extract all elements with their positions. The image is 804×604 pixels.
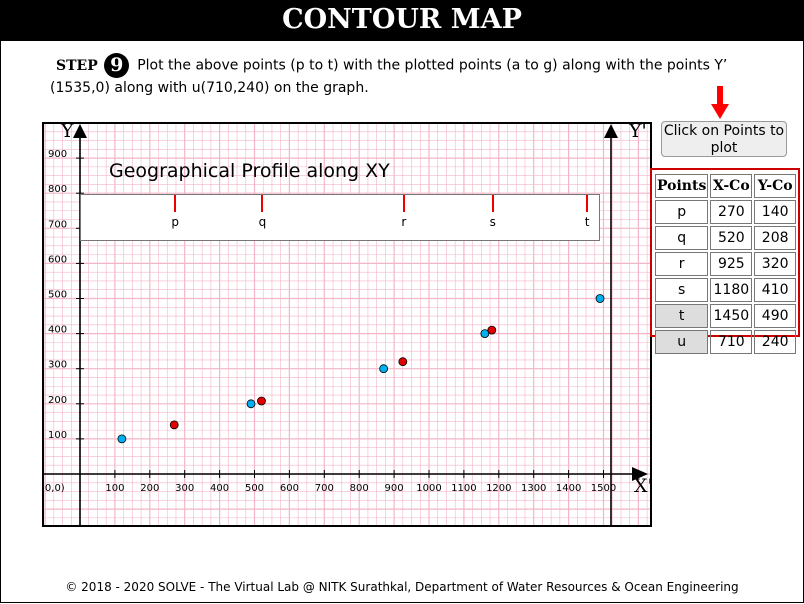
profile-strip: p q r s t <box>80 194 600 241</box>
profile-marker-label: s <box>489 215 496 229</box>
x-coordinate: 270 <box>710 200 753 224</box>
graph-panel[interactable]: 100 200 300 400 500 600 700 800 900 1000 1100 1200 1… <box>42 122 652 527</box>
y-coordinate: 320 <box>754 252 796 276</box>
x-axis-arrow-icon <box>632 467 648 481</box>
point-name: t <box>655 304 709 328</box>
page-title: CONTOUR MAP <box>0 0 804 41</box>
table-row[interactable]: r 925 320 <box>655 252 796 276</box>
x-tick-label: 1500 <box>591 483 616 494</box>
y-tick-label: 200 <box>48 395 67 406</box>
y-axis-label: Y <box>60 124 74 142</box>
y-coordinate: 140 <box>754 200 796 224</box>
plotted-point-blue[interactable] <box>480 329 490 339</box>
profile-marker-label: t <box>584 215 590 229</box>
y-coordinate: 410 <box>754 278 796 302</box>
y-axis-arrow-icon <box>73 124 87 138</box>
table-row[interactable]: p 270 140 <box>655 200 796 224</box>
y-prime-axis-label: Y' <box>628 124 647 142</box>
y-tick-label: 400 <box>48 325 67 336</box>
y-prime-axis-arrow-icon <box>604 124 618 138</box>
y-coordinate: 240 <box>754 330 796 354</box>
x-tick-label: 1100 <box>451 483 476 494</box>
plotted-point-blue[interactable] <box>379 364 389 374</box>
table-header-y: Y-Co <box>754 174 796 198</box>
profile-title: Geographical Profile along XY <box>109 160 390 182</box>
y-tick-label: 600 <box>48 254 67 265</box>
origin-label: (0,0) <box>44 483 65 494</box>
profile-marker-t <box>586 195 589 212</box>
x-coordinate: 1450 <box>710 304 753 328</box>
x-tick-label: 300 <box>175 483 194 494</box>
x-tick-label: 500 <box>245 483 264 494</box>
arrow-down-icon <box>711 86 729 119</box>
x-tick-label: 200 <box>140 483 159 494</box>
table-row[interactable]: q 520 208 <box>655 226 796 250</box>
points-table: Points X-Co Y-Co p 270 140 q 520 208 r 925 320… <box>653 172 798 356</box>
step-number-badge: 9 <box>104 53 130 78</box>
point-name: u <box>655 330 709 354</box>
x-tick-label: 1300 <box>521 483 546 494</box>
x-tick-label: 600 <box>280 483 299 494</box>
y-tick-label: 300 <box>48 360 67 371</box>
y-tick-label: 900 <box>48 149 67 160</box>
x-tick-label: 1400 <box>556 483 581 494</box>
x-tick-label: 400 <box>210 483 229 494</box>
plot-points-button[interactable]: Click on Points to plot <box>661 121 787 157</box>
points-table-panel: Points X-Co Y-Co p 270 140 q 520 208 r 925 320… <box>650 168 800 354</box>
profile-marker-s <box>491 195 494 212</box>
table-row[interactable]: u 710 240 <box>655 330 796 354</box>
profile-marker-p <box>174 195 177 212</box>
y-tick-label: 700 <box>48 219 67 230</box>
point-name: q <box>655 226 709 250</box>
step-instruction: STEP 9 Plot the above points (p to t) wit… <box>50 53 770 99</box>
point-name: r <box>655 252 709 276</box>
profile-marker-label: p <box>171 215 180 229</box>
x-tick-label: 700 <box>315 483 334 494</box>
plotted-point-red[interactable] <box>398 357 408 367</box>
plotted-point-red[interactable] <box>487 325 497 335</box>
profile-marker-label: q <box>258 215 267 229</box>
plotted-point-blue[interactable] <box>246 399 256 409</box>
x-tick-label: 100 <box>105 483 124 494</box>
y-coordinate: 208 <box>754 226 796 250</box>
step-label: STEP <box>56 57 98 74</box>
point-name: s <box>655 278 709 302</box>
table-header-points: Points <box>655 174 709 198</box>
x-tick-label: 900 <box>385 483 404 494</box>
profile-marker-r <box>402 195 405 212</box>
plotted-point-red[interactable] <box>169 420 179 430</box>
x-tick-label: 1200 <box>486 483 511 494</box>
profile-marker-label: r <box>401 215 407 229</box>
x-coordinate: 520 <box>710 226 753 250</box>
footer-credits: © 2018 - 2020 SOLVE - The Virtual Lab @ … <box>65 580 739 594</box>
x-tick-label: 1000 <box>416 483 441 494</box>
y-tick-label: 100 <box>48 430 67 441</box>
table-header-x: X-Co <box>710 174 753 198</box>
x-prime-axis-label: X' <box>634 475 650 497</box>
table-row[interactable]: t 1450 490 <box>655 304 796 328</box>
x-coordinate: 710 <box>710 330 753 354</box>
table-row[interactable]: s 1180 410 <box>655 278 796 302</box>
plotted-point-blue[interactable] <box>595 294 605 303</box>
plotted-point-red[interactable] <box>257 396 266 406</box>
y-tick-label: 800 <box>48 184 67 195</box>
x-coordinate: 925 <box>710 252 753 276</box>
point-name: p <box>655 200 709 224</box>
x-coordinate: 1180 <box>710 278 753 302</box>
step-text: Plot the above points (p to t) with the … <box>50 57 728 97</box>
x-tick-label: 800 <box>350 483 369 494</box>
profile-marker-q <box>261 195 264 212</box>
contour-graph[interactable]: 100 200 300 400 500 600 700 800 900 1000 1100 1200 1… <box>44 124 650 525</box>
y-tick-label: 500 <box>48 290 67 301</box>
plotted-point-blue[interactable] <box>117 434 127 444</box>
y-coordinate: 490 <box>754 304 796 328</box>
